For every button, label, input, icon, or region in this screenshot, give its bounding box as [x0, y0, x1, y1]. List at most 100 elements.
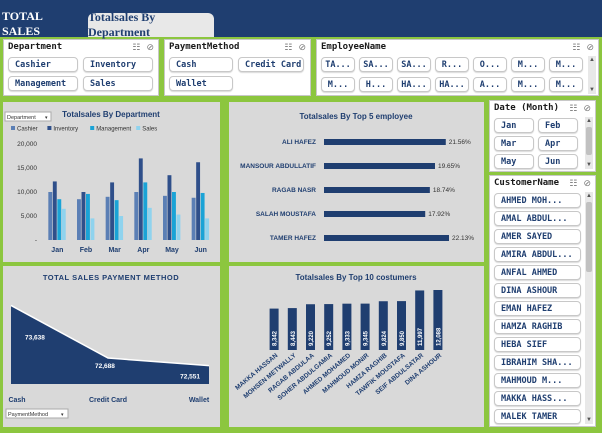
bar	[172, 192, 176, 240]
scroll-up-icon[interactable]: ▲	[586, 193, 592, 199]
slicer-item-management[interactable]: Management	[8, 76, 78, 91]
slicer-item-employee[interactable]: SA...	[397, 57, 431, 72]
date-slicer-title: Date (Month)	[494, 103, 560, 113]
slicer-item-customer[interactable]: HAMZA RAGHIB	[494, 319, 581, 334]
category-label: SALAH MOUSTAFA	[256, 211, 316, 218]
slicer-item-customer[interactable]: AHMED MOH...	[494, 193, 581, 208]
slicer-item-employee[interactable]: M...	[321, 77, 355, 92]
chevron-down-icon[interactable]: ▾	[61, 412, 64, 418]
slicer-item-cashier[interactable]: Cashier	[8, 57, 78, 72]
dept-chart-panel: Department ▾ Totalsales By Department Cashi…	[3, 102, 220, 262]
department-slicer-title: Department	[8, 42, 63, 52]
slicer-item-employee[interactable]: H...	[359, 77, 393, 92]
slicer-item-employee[interactable]: M...	[511, 57, 545, 72]
tab-totalsales-by-department[interactable]: Totalsales By Department	[88, 10, 214, 39]
slicer-item-cash[interactable]: Cash	[169, 57, 233, 72]
scroll-thumb[interactable]	[586, 202, 592, 272]
scroll-up-icon[interactable]: ▲	[586, 118, 592, 124]
slicer-item-employee[interactable]: SA...	[359, 57, 393, 72]
multi-select-icon[interactable]: ☷	[569, 103, 578, 113]
legend-label: Sales	[142, 127, 157, 133]
bar	[105, 196, 110, 240]
slicer-item-customer[interactable]: AMAL ABDUL...	[494, 211, 581, 226]
scroll-up-icon[interactable]: ▲	[589, 57, 595, 63]
clear-filter-icon[interactable]: ⊘	[583, 103, 591, 113]
slicer-item-customer[interactable]: DINA ASHOUR	[494, 283, 581, 298]
multi-select-icon[interactable]: ☷	[132, 42, 141, 52]
data-label: 72,688	[95, 363, 115, 370]
bar	[324, 163, 435, 169]
slicer-item-customer[interactable]: AMIRA ABDUL...	[494, 247, 581, 262]
data-label: 9,345	[364, 330, 370, 346]
date-scrollbar[interactable]: ▲ ▼	[585, 117, 593, 169]
slicer-item-may[interactable]: May	[494, 154, 534, 169]
bar	[90, 218, 95, 240]
x-tick-label: Wallet	[189, 397, 210, 404]
slicer-item-customer[interactable]: ANFAL AHMED	[494, 265, 581, 280]
bar	[110, 182, 115, 240]
multi-select-icon[interactable]: ☷	[284, 42, 293, 52]
data-label: 21.56%	[449, 139, 471, 146]
slicer-item-inventory[interactable]: Inventory	[83, 57, 153, 72]
slicer-item-apr[interactable]: Apr	[538, 136, 578, 151]
slicer-item-customer[interactable]: EMAN HAFEZ	[494, 301, 581, 316]
slicer-item-customer[interactable]: MAKKA HASS...	[494, 391, 581, 406]
slicer-item-customer[interactable]: AMER SAYED	[494, 229, 581, 244]
chevron-down-icon[interactable]: ▾	[45, 115, 48, 121]
scroll-down-icon[interactable]: ▼	[589, 87, 595, 93]
payment-method-chart: TOTAL SALES PAYMENT METHOD 73,638 72,688 72…	[5, 273, 210, 419]
legend-swatch	[136, 126, 141, 130]
bar	[134, 192, 139, 240]
scroll-thumb[interactable]	[586, 127, 592, 155]
slicer-item-jan[interactable]: Jan	[494, 118, 534, 133]
slicer-item-employee[interactable]: M...	[549, 57, 583, 72]
legend-swatch	[47, 126, 52, 130]
multi-select-icon[interactable]: ☷	[569, 178, 578, 188]
customer-scrollbar[interactable]: ▲ ▼	[585, 192, 593, 424]
data-label: 8,342	[273, 330, 279, 346]
slicer-item-customer[interactable]: MALEK TAMER	[494, 409, 581, 424]
slicer-item-employee[interactable]: R...	[435, 57, 469, 72]
slicer-item-customer[interactable]: HEBA SIEF	[494, 337, 581, 352]
bar	[119, 216, 124, 240]
x-tick-label: May	[165, 247, 179, 254]
bar	[306, 304, 315, 350]
scroll-down-icon[interactable]: ▼	[586, 417, 592, 423]
slicer-item-sales[interactable]: Sales	[83, 76, 153, 91]
customer-slicer-title: CustomerName	[494, 178, 560, 188]
slicer-item-jun[interactable]: Jun	[538, 154, 578, 169]
slicer-item-credit-card[interactable]: Credit Card	[238, 57, 304, 72]
slicer-item-customer[interactable]: IBRAHIM SHA...	[494, 355, 581, 370]
employee-scrollbar[interactable]: ▲ ▼	[588, 56, 596, 94]
slicer-item-mar[interactable]: Mar	[494, 136, 534, 151]
clear-filter-icon[interactable]: ⊘	[146, 42, 154, 52]
scroll-down-icon[interactable]: ▼	[586, 162, 592, 168]
slicer-item-employee[interactable]: HA...	[397, 77, 431, 92]
tab-total-sales[interactable]: TOTAL SALES	[2, 9, 43, 38]
clear-filter-icon[interactable]: ⊘	[583, 178, 591, 188]
x-tick-label: Mar	[108, 247, 121, 254]
employee-chart-panel: Totalsales By Top 5 employee ALI HAFEZ 21.…	[229, 102, 484, 262]
slicer-item-customer[interactable]: MAHMOUD M...	[494, 373, 581, 388]
slicer-item-feb[interactable]: Feb	[538, 118, 578, 133]
chart-title: Totalsales By Top 5 employee	[299, 112, 413, 121]
customer-chart-panel: Totalsales By Top 10 costumers 8,342 MAKKA…	[229, 266, 484, 427]
slicer-item-wallet[interactable]: Wallet	[169, 76, 233, 91]
slicer-item-employee[interactable]: A...	[473, 77, 507, 92]
slicer-item-employee[interactable]: M...	[549, 77, 583, 92]
multi-select-icon[interactable]: ☷	[572, 42, 581, 52]
data-label: 11,997	[418, 327, 424, 346]
slicer-item-employee[interactable]: HA...	[435, 77, 469, 92]
department-filter-dropdown[interactable]	[4, 111, 52, 122]
legend-swatch	[90, 126, 95, 130]
bar	[167, 175, 172, 240]
slicer-item-employee[interactable]: M...	[511, 77, 545, 92]
bar	[342, 303, 352, 350]
slicer-item-employee[interactable]: TA...	[321, 57, 355, 72]
clear-filter-icon[interactable]: ⊘	[298, 42, 306, 52]
area-series	[11, 305, 209, 384]
clear-filter-icon[interactable]: ⊘	[586, 42, 594, 52]
slicer-item-employee[interactable]: O...	[473, 57, 507, 72]
payment-filter-dropdown[interactable]	[5, 408, 69, 419]
category-label: TAMER HAFEZ	[270, 235, 316, 242]
